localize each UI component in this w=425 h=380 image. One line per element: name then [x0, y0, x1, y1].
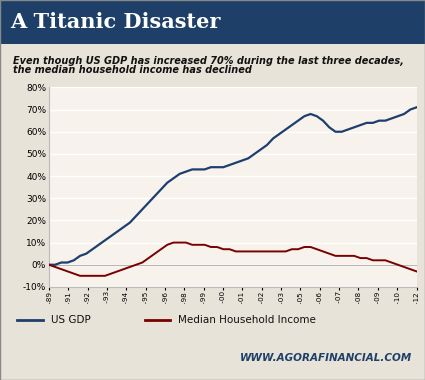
Text: Median Household Income: Median Household Income	[178, 315, 316, 325]
Text: WWW.AGORAFINANCIAL.COM: WWW.AGORAFINANCIAL.COM	[240, 353, 412, 363]
Text: the median household income has declined: the median household income has declined	[13, 65, 252, 75]
Text: Even though US GDP has increased 70% during the last three decades,: Even though US GDP has increased 70% dur…	[13, 56, 404, 66]
Text: US GDP: US GDP	[51, 315, 91, 325]
Text: A Titanic Disaster: A Titanic Disaster	[11, 12, 221, 32]
